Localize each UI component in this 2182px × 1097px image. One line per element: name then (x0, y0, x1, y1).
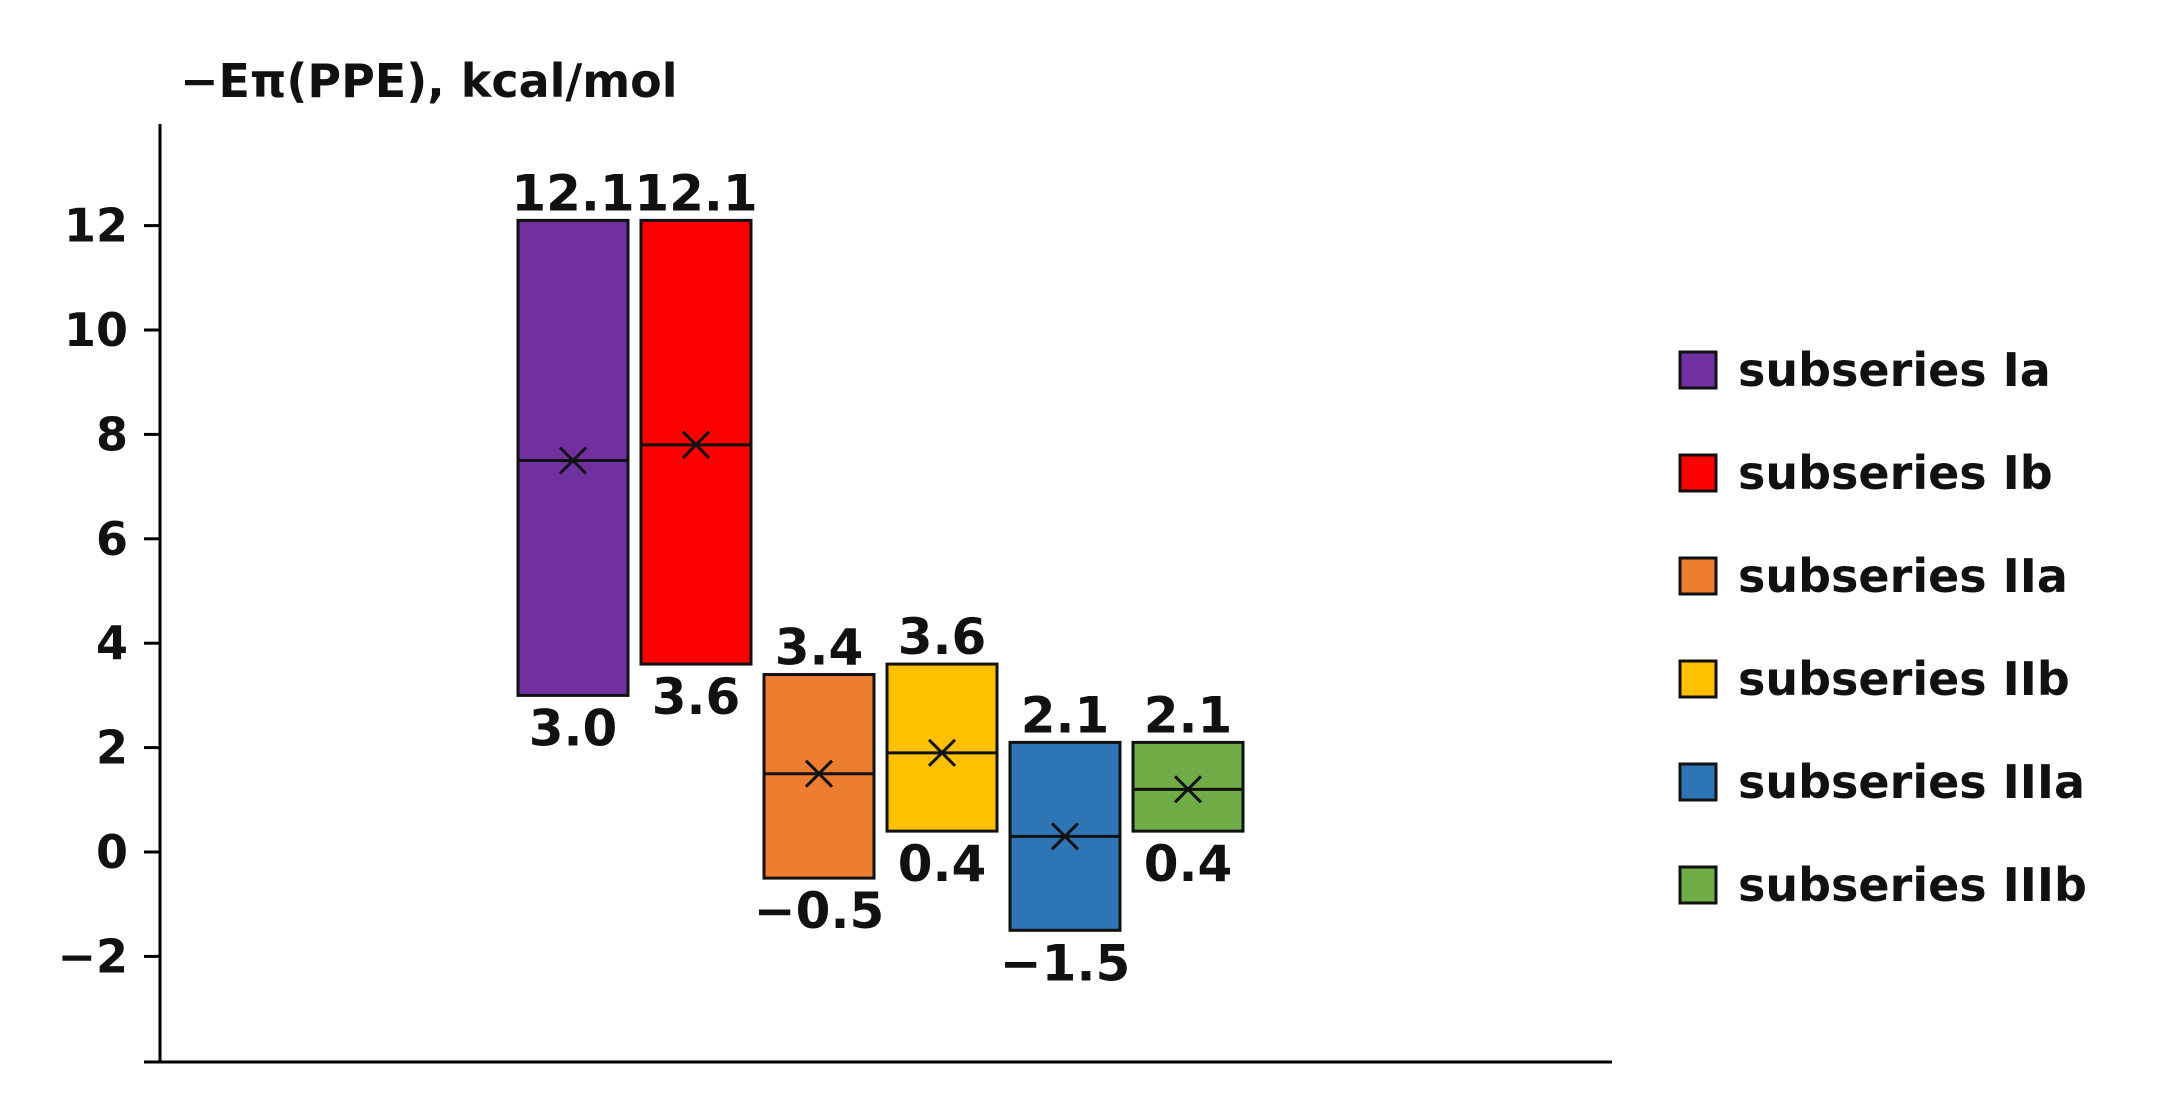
mean-marker (804, 759, 834, 788)
legend-item: subseries Ib (1678, 446, 2053, 500)
max-label: 2.1 (1021, 686, 1110, 744)
y-tick-label: 4 (96, 616, 128, 670)
y-ticks: −2 0 2 4 6 8 10 12 (57, 199, 160, 983)
y-axis-title: −Eπ(PPE), kcal/mol (180, 54, 678, 108)
legend-label: subseries IIIa (1738, 755, 2085, 809)
legend-swatch (1678, 556, 1718, 596)
mean-marker (558, 446, 588, 475)
y-tick-label: 10 (64, 303, 128, 357)
legend-swatch (1678, 350, 1718, 390)
legend-swatch (1678, 865, 1718, 905)
min-label: −1.5 (1000, 934, 1130, 992)
legend-label: subseries IIIb (1738, 858, 2087, 912)
box-4 (885, 662, 999, 833)
box-6 (1131, 740, 1245, 833)
legend-swatch (1678, 659, 1718, 699)
legend-item: subseries IIa (1678, 549, 2068, 603)
box-3 (762, 673, 876, 880)
y-tick-label: 8 (96, 407, 128, 461)
legend-label: subseries Ib (1738, 446, 2053, 500)
legend-item: subseries Ia (1678, 343, 2051, 397)
min-label: 3.6 (652, 668, 741, 726)
data-labels: 12.1 3.0 12.1 3.6 3.4 −0.5 3.6 0.4 2.1 −1.5 2.1 0.4 (511, 164, 1232, 992)
legend-item: subseries IIIb (1678, 858, 2087, 912)
boxes (516, 218, 1245, 932)
max-label: 3.4 (775, 619, 864, 677)
y-tick-label: −2 (57, 929, 128, 983)
mean-marker (681, 430, 711, 459)
min-label: 3.0 (529, 699, 618, 757)
box-1 (516, 218, 630, 697)
legend-label: subseries IIa (1738, 549, 2068, 603)
max-label: 12.1 (634, 164, 757, 222)
max-label: 2.1 (1144, 686, 1233, 744)
max-label: 12.1 (511, 164, 634, 222)
mean-marker (927, 738, 957, 767)
mean-marker (1173, 775, 1203, 804)
legend-item: subseries IIb (1678, 652, 2070, 706)
mean-marker (1050, 822, 1080, 851)
y-tick-label: 2 (96, 721, 128, 775)
legend-swatch (1678, 453, 1718, 493)
max-label: 3.6 (898, 608, 987, 666)
min-label: 0.4 (1144, 835, 1233, 893)
legend-item: subseries IIIa (1678, 755, 2085, 809)
box-2 (639, 218, 753, 666)
y-tick-label: 0 (96, 825, 128, 879)
y-tick-label: 6 (96, 512, 128, 566)
legend-label: subseries IIb (1738, 652, 2070, 706)
legend-swatch (1678, 762, 1718, 802)
min-label: −0.5 (754, 882, 884, 940)
legend: subseries Ia subseries Ib subseries IIa sub… (1678, 343, 2087, 912)
legend-label: subseries Ia (1738, 343, 2051, 397)
min-label: 0.4 (898, 835, 987, 893)
y-tick-label: 12 (64, 199, 128, 253)
